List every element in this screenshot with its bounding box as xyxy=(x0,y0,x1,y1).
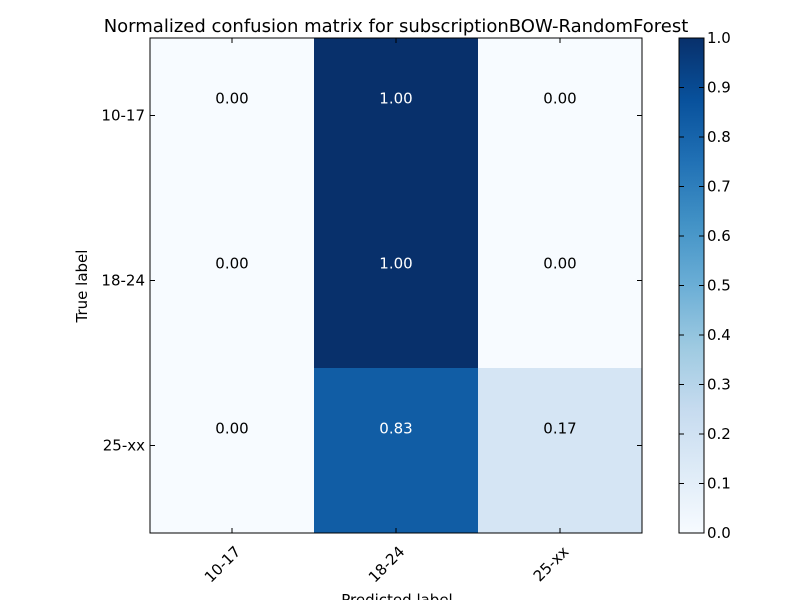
cell-value-label: 0.00 xyxy=(215,255,248,273)
colorbar-tick-label: 0.3 xyxy=(707,376,731,394)
colorbar-tick-label: 0.9 xyxy=(707,79,731,97)
chart-title: Normalized confusion matrix for subscrip… xyxy=(104,16,689,37)
cell-value-labels: 0.00 1.00 0.00 0.00 1.00 0.00 0.00 0.83 0.17 xyxy=(215,90,576,438)
colorbar-tick-label: 0.0 xyxy=(707,524,731,542)
colorbar-tick-label: 0.4 xyxy=(707,326,731,344)
cell-value-label: 0.00 xyxy=(543,90,576,108)
colorbar-tick-label: 0.7 xyxy=(707,178,731,196)
heatmap-cell xyxy=(314,38,478,203)
y-tick-label: 18-24 xyxy=(101,272,145,290)
heatmap-cell xyxy=(150,368,314,533)
colorbar: 0.0 0.1 0.2 0.3 0.4 0.5 0.6 0.7 0.8 0.9 1.0 xyxy=(678,29,731,542)
colorbar-tick-label: 1.0 xyxy=(707,29,731,47)
colorbar-ticks: 0.0 0.1 0.2 0.3 0.4 0.5 0.6 0.7 0.8 0.9 1.0 xyxy=(679,29,731,542)
x-tick-label: 25-xx xyxy=(530,543,573,586)
x-tick-label: 10-17 xyxy=(201,543,245,587)
colorbar-tick-label: 0.6 xyxy=(707,227,731,245)
cell-value-label: 0.00 xyxy=(215,420,248,438)
y-tick-label: 25-xx xyxy=(103,437,145,455)
y-tick-label: 10-17 xyxy=(101,107,145,125)
colorbar-tick-label: 0.2 xyxy=(707,425,731,443)
y-axis-label: True label xyxy=(73,250,91,324)
heatmap-cell xyxy=(478,203,642,368)
y-axis-ticks: 10-17 18-24 25-xx xyxy=(101,107,642,455)
colorbar-tick-label: 0.1 xyxy=(707,475,731,493)
heatmap-cell xyxy=(478,38,642,203)
cell-value-label: 0.83 xyxy=(379,420,412,438)
cell-value-label: 0.00 xyxy=(215,90,248,108)
x-axis-label: Predicted label xyxy=(341,591,452,600)
cell-value-label: 0.00 xyxy=(543,255,576,273)
x-tick-label: 18-24 xyxy=(365,543,409,587)
heatmap-cells xyxy=(150,38,642,533)
heatmap-cell xyxy=(150,203,314,368)
heatmap-cell xyxy=(150,38,314,203)
colorbar-tick-label: 0.8 xyxy=(707,128,731,146)
cell-value-label: 0.17 xyxy=(543,420,576,438)
heatmap-cell xyxy=(314,368,478,533)
colorbar-tick-label: 0.5 xyxy=(707,277,731,295)
heatmap-cell xyxy=(478,368,642,533)
cell-value-label: 1.00 xyxy=(379,255,412,273)
cell-value-label: 1.00 xyxy=(379,90,412,108)
heatmap-cell xyxy=(314,203,478,368)
